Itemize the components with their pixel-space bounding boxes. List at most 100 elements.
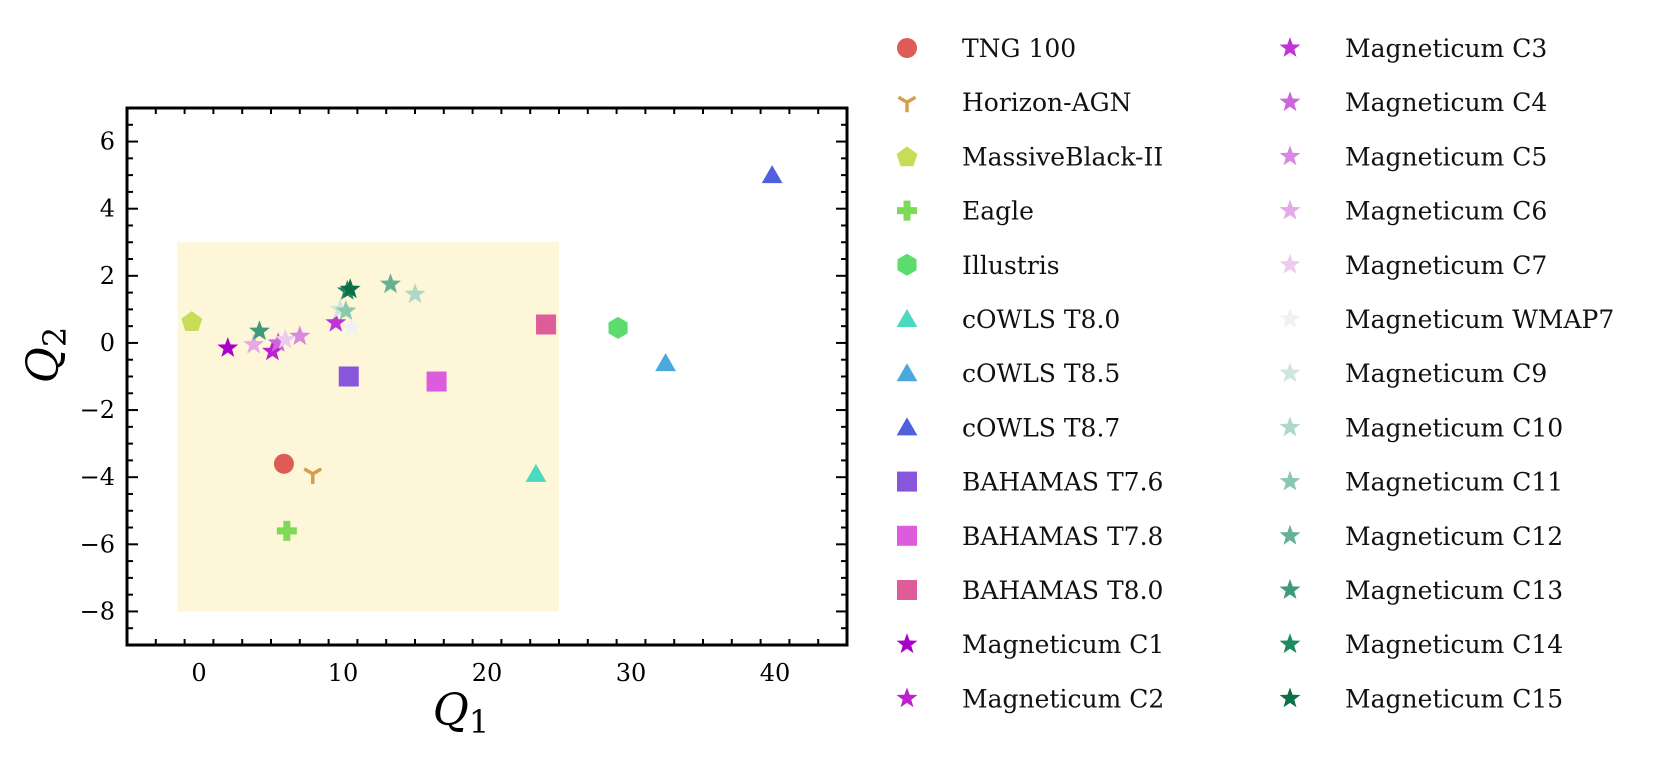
y-axis-label: Q2 (18, 327, 74, 383)
legend-label: Magneticum C14 (1345, 630, 1563, 659)
legend-marker (897, 471, 917, 492)
legend-marker (897, 200, 917, 221)
legend-item-magneticum-c7: Magneticum C7 (1279, 251, 1547, 280)
point-magneticum-c10 (404, 283, 426, 304)
legend-marker (1279, 633, 1301, 654)
legend-marker (897, 95, 917, 113)
point-magneticum-c3 (325, 311, 347, 332)
legend-marker (1279, 145, 1301, 166)
point-bahamas-t7-6 (338, 366, 359, 387)
point-tng-100 (273, 453, 294, 474)
legend-item-horizon-agn: Horizon-AGN (897, 88, 1131, 117)
legend-label: cOWLS T8.7 (962, 413, 1120, 442)
legend-item-magneticum-c10: Magneticum C10 (1279, 413, 1563, 442)
legend-item-magneticum-c14: Magneticum C14 (1279, 630, 1563, 659)
legend-marker (1279, 91, 1301, 112)
legend-item-cowls-t8-7: cOWLS T8.7 (896, 413, 1120, 442)
legend-marker (1279, 37, 1301, 57)
legend-label: Magneticum WMAP7 (1345, 305, 1614, 334)
point-magneticum-wmap7 (341, 316, 363, 337)
point-cowls-t8-5 (655, 353, 676, 372)
point-magneticum-c6 (243, 333, 265, 354)
legend-marker (1279, 579, 1301, 599)
legend-marker (1279, 308, 1301, 328)
point-bahamas-t8-0 (536, 314, 557, 335)
legend-marker (896, 417, 918, 436)
legend-label: BAHAMAS T7.6 (962, 468, 1163, 497)
legend-marker (896, 687, 918, 708)
legend-label: Magneticum C6 (1345, 197, 1547, 226)
legend-item-magneticum-c1: Magneticum C1 (896, 630, 1164, 659)
legend-item-magneticum-c3: Magneticum C3 (1279, 34, 1547, 63)
legend-item-illustris: Illustris (897, 251, 1060, 280)
legend-label: Illustris (962, 251, 1060, 280)
y-tick-label: −8 (80, 597, 115, 625)
legend-label: MassiveBlack-II (962, 142, 1163, 171)
y-tick-label: 4 (100, 195, 115, 223)
legend-marker (896, 146, 918, 167)
legend-label: Magneticum C10 (1345, 413, 1563, 442)
legend-marker (896, 363, 918, 382)
point-cowls-t8-0 (525, 463, 547, 482)
legend-item-bahamas-t7-6: BAHAMAS T7.6 (897, 468, 1163, 497)
point-magneticum-c11 (335, 300, 357, 320)
legend-label: BAHAMAS T8.0 (962, 576, 1163, 605)
legend-label: BAHAMAS T7.8 (962, 522, 1163, 551)
y-tick-label: 6 (100, 128, 115, 156)
legend-item-magneticum-c6: Magneticum C6 (1279, 197, 1547, 226)
legend-label: Magneticum C9 (1345, 359, 1547, 388)
legend-label: cOWLS T8.0 (962, 305, 1120, 334)
legend-label: Magneticum C12 (1345, 522, 1563, 551)
legend-label: TNG 100 (962, 34, 1076, 63)
legend-marker (1279, 416, 1301, 437)
data-points (181, 165, 783, 541)
legend-marker (897, 580, 917, 600)
legend-marker (1279, 362, 1301, 383)
legend-marker (896, 309, 918, 327)
x-tick-label: 40 (760, 659, 791, 687)
legend-item-magneticum-c4: Magneticum C4 (1279, 88, 1547, 117)
point-massiveblack-ii (181, 311, 203, 332)
legend-marker (1279, 199, 1301, 220)
y-tick-label: 2 (100, 262, 115, 290)
y-tick-label: −4 (80, 463, 115, 491)
point-magneticum-c4 (267, 331, 289, 352)
point-bahamas-t7-8 (426, 371, 447, 392)
legend-item-magneticum-c9: Magneticum C9 (1279, 359, 1547, 388)
legend-marker (1279, 253, 1301, 274)
point-magneticum-c12 (380, 273, 401, 294)
legend-item-magneticum-c12: Magneticum C12 (1279, 522, 1563, 551)
legend-marker (1279, 470, 1301, 491)
legend-item-bahamas-t7-8: BAHAMAS T7.8 (897, 522, 1163, 551)
legend-marker (897, 38, 917, 58)
point-magneticum-c15 (339, 278, 361, 299)
legend-label: Magneticum C7 (1345, 251, 1547, 280)
legend-label: cOWLS T8.5 (962, 359, 1120, 388)
legend-marker (896, 633, 918, 654)
legend-label: Magneticum C11 (1345, 468, 1563, 497)
point-eagle (276, 520, 297, 541)
point-horizon-agn (303, 467, 323, 484)
x-axis-label: Q1 (433, 685, 489, 741)
legend-label: Magneticum C1 (962, 630, 1164, 659)
legend-item-cowls-t8-0: cOWLS T8.0 (896, 305, 1120, 334)
point-magneticum-c13 (249, 320, 270, 341)
legend-item-magneticum-wmap7: Magneticum WMAP7 (1279, 305, 1614, 334)
y-tick-label: −6 (80, 530, 115, 558)
legend-label: Horizon-AGN (962, 88, 1131, 117)
y-tick-label: 0 (100, 329, 115, 357)
legend-label: Magneticum C3 (1345, 34, 1547, 63)
legend-item-eagle: Eagle (897, 197, 1034, 226)
legend-item-magneticum-c5: Magneticum C5 (1279, 142, 1547, 171)
legend-marker (1279, 687, 1301, 708)
legend-marker (1279, 524, 1301, 545)
legend-label: Eagle (962, 197, 1034, 226)
legend-label: Magneticum C4 (1345, 88, 1547, 117)
legend-item-magneticum-c13: Magneticum C13 (1279, 576, 1563, 605)
y-tick-label: −2 (80, 396, 115, 424)
legend-marker (897, 253, 917, 276)
legend: TNG 100 Horizon-AGN MassiveBlack-II Eagle Il… (896, 34, 1614, 713)
legend-item-tng-100: TNG 100 (897, 34, 1076, 63)
